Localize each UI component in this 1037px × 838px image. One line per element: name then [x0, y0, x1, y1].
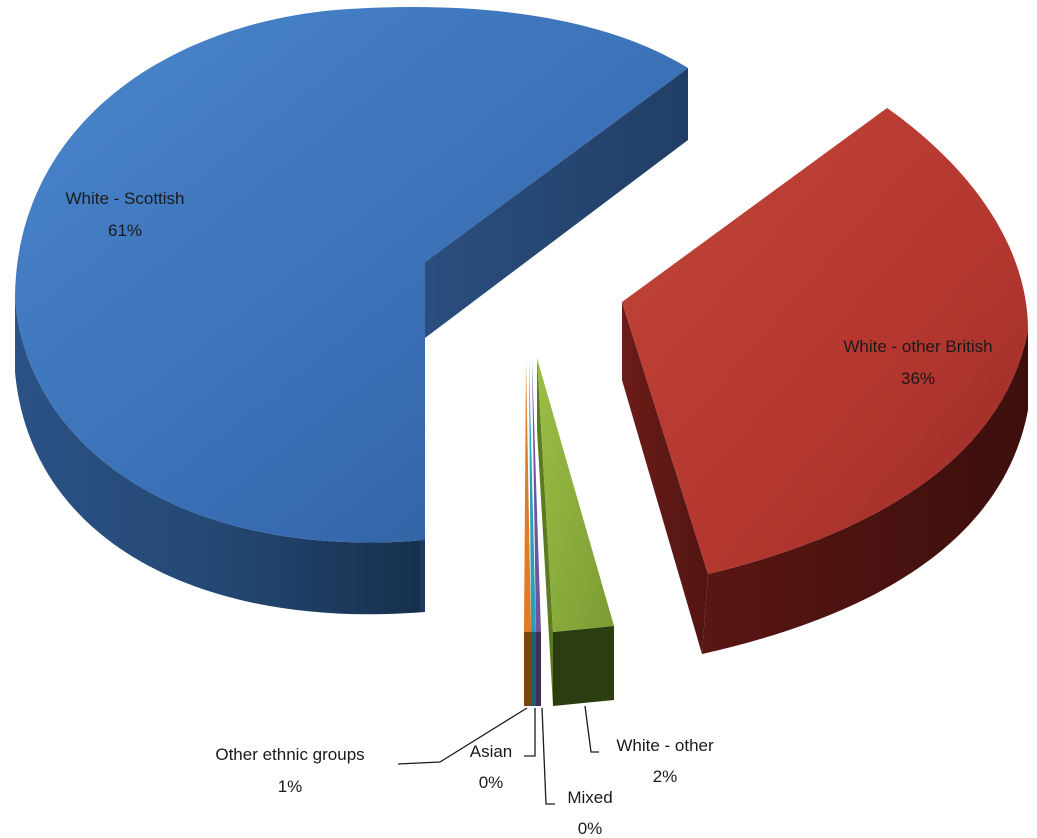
leader-line-mixed [541, 707, 555, 805]
slice-white-other [537, 358, 614, 706]
slice-white-other-top [537, 358, 614, 632]
label-white-other-value: 2% [653, 767, 678, 786]
slice-white-other-british-cut-face [622, 302, 708, 654]
slice-asian-side [531, 632, 536, 706]
label-white-scottish-name: White - Scottish [65, 189, 184, 208]
slice-other-ethnic-groups-top [524, 360, 531, 632]
slice-white-other-british-side [702, 330, 1028, 654]
label-white-other-british-value: 36% [901, 369, 935, 388]
slice-mixed [532, 360, 541, 706]
label-white-scottish-value: 61% [108, 221, 142, 240]
label-white-other-name: White - other [616, 736, 714, 755]
leader-line-other-ethnic-groups [397, 707, 528, 765]
slice-mixed-side [536, 632, 541, 706]
slice-white-scottish-cut-face [425, 68, 688, 338]
leader-line-white-other [584, 705, 599, 753]
label-mixed-name: Mixed [567, 788, 612, 807]
slice-white-other-cut-face [537, 358, 553, 706]
slice-white-other-side [553, 626, 614, 706]
label-asian-value: 0% [479, 773, 504, 792]
slice-asian-top [529, 360, 536, 632]
slice-white-scottish [15, 7, 688, 615]
label-white-other-british-name: White - other British [843, 337, 992, 356]
slice-white-scottish-top [15, 7, 688, 543]
slice-white-other-british [622, 108, 1028, 654]
slice-other-ethnic-groups [524, 360, 531, 706]
slice-white-scottish-side [15, 300, 425, 615]
label-other-ethnic-groups-name: Other ethnic groups [215, 745, 364, 764]
label-asian-name: Asian [470, 742, 513, 761]
label-other-ethnic-groups-value: 1% [278, 777, 303, 796]
slice-asian [529, 360, 536, 706]
leader-line-asian [524, 708, 536, 757]
slice-white-other-british-top [622, 108, 1028, 574]
label-mixed-value: 0% [578, 819, 603, 838]
slice-mixed-top [532, 360, 541, 632]
slice-other-ethnic-groups-side [524, 632, 531, 706]
